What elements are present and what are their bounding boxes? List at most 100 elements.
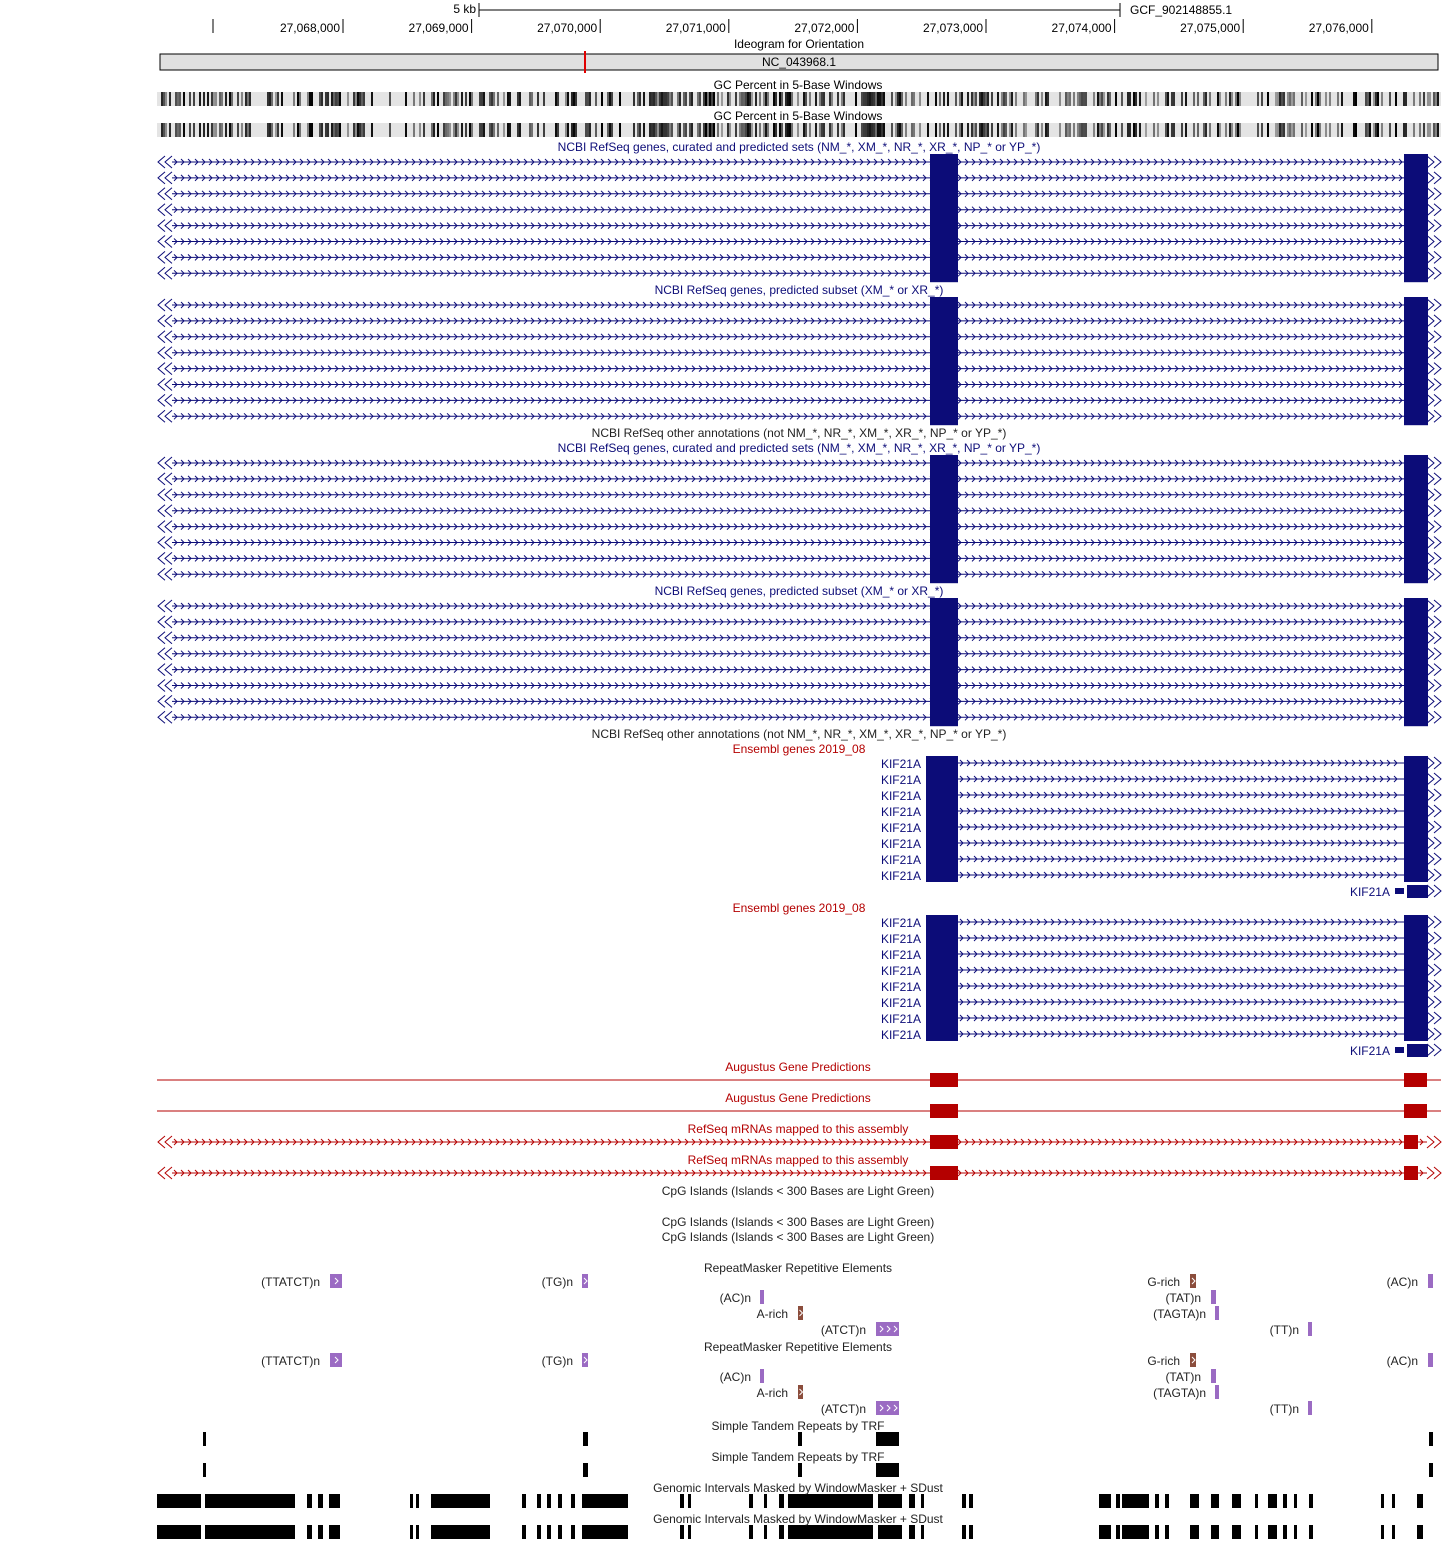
ensembl-transcript[interactable]: KIF21A	[881, 772, 1442, 787]
gene-transcript[interactable]	[157, 409, 1442, 423]
gene-label[interactable]: KIF21A	[881, 980, 921, 994]
gene-label[interactable]: KIF21A	[881, 1012, 921, 1026]
repeatmasker-track[interactable]: (TTATCT)n (TG)n (AC)n A-rich (ATCT)n G-rich (T…	[261, 1274, 1433, 1337]
repeat-element[interactable]: (AC)n	[1387, 1274, 1433, 1289]
refseq-curated-track-2[interactable]	[157, 455, 1442, 584]
gene-transcript[interactable]	[157, 567, 1442, 581]
gene-label[interactable]: KIF21A	[881, 837, 921, 851]
ensembl-transcript[interactable]: KIF21A	[881, 915, 1442, 930]
refseq-mrna-track[interactable]	[157, 1135, 1442, 1149]
augustus-track[interactable]: Augustus Gene Predictions	[157, 1060, 1441, 1087]
ensembl-transcript[interactable]: KIF21A	[881, 947, 1442, 962]
ensembl-transcript[interactable]: KIF21A	[881, 995, 1442, 1010]
gene-transcript[interactable]	[157, 266, 1442, 280]
ensembl-transcript[interactable]: KIF21A	[881, 1011, 1442, 1026]
gene-transcript[interactable]	[157, 520, 1442, 533]
gene-transcript[interactable]	[157, 251, 1442, 264]
ensembl-transcript[interactable]: KIF21A	[881, 836, 1442, 851]
trf-track-2[interactable]	[203, 1463, 1433, 1477]
gene-transcript[interactable]	[157, 647, 1442, 661]
repeat-element[interactable]: (TG)n	[542, 1353, 588, 1368]
gene-transcript[interactable]	[157, 171, 1442, 185]
repeat-element[interactable]: (AC)n	[720, 1369, 764, 1384]
ideogram-track[interactable]: Ideogram for Orientation NC_043968.1	[159, 37, 1439, 73]
gene-transcript[interactable]	[157, 394, 1442, 407]
gene-label[interactable]: KIF21A	[881, 1028, 921, 1042]
ensembl-transcript[interactable]: KIF21A	[1350, 884, 1442, 899]
gene-label[interactable]: KIF21A	[1350, 885, 1390, 899]
repeat-element[interactable]: (TTATCT)n	[261, 1274, 342, 1289]
ensembl-transcript[interactable]: KIF21A	[881, 979, 1442, 994]
ensembl-transcript[interactable]: KIF21A	[881, 931, 1442, 946]
gene-transcript[interactable]	[157, 187, 1442, 201]
repeat-element[interactable]: G-rich	[1147, 1274, 1196, 1289]
repeat-element[interactable]: A-rich	[757, 1385, 804, 1400]
gene-label[interactable]: KIF21A	[881, 853, 921, 867]
gene-transcript[interactable]	[157, 298, 1442, 312]
gene-transcript[interactable]	[157, 472, 1442, 486]
ensembl-transcript[interactable]: KIF21A	[881, 1027, 1442, 1042]
gene-transcript[interactable]	[157, 314, 1442, 328]
gene-transcript[interactable]	[157, 536, 1442, 549]
gene-transcript[interactable]	[157, 235, 1442, 248]
repeat-element[interactable]: (TT)n	[1270, 1401, 1312, 1416]
gene-transcript[interactable]	[157, 615, 1442, 629]
gene-label[interactable]: KIF21A	[881, 805, 921, 819]
gene-transcript[interactable]	[157, 219, 1442, 232]
repeat-element[interactable]: (TTATCT)n	[261, 1353, 342, 1368]
refseq-mrna-track-2[interactable]	[157, 1166, 1442, 1180]
ensembl-transcript[interactable]: KIF21A	[881, 868, 1442, 883]
gene-transcript[interactable]	[157, 155, 1442, 169]
gene-label[interactable]: KIF21A	[881, 773, 921, 787]
gene-label[interactable]: KIF21A	[881, 869, 921, 883]
repeat-element[interactable]: (TAT)n	[1165, 1290, 1216, 1305]
repeat-element[interactable]: (ATCT)n	[821, 1401, 899, 1416]
gene-transcript[interactable]	[157, 552, 1442, 565]
gene-transcript[interactable]	[157, 330, 1442, 344]
trf-track[interactable]	[203, 1432, 1433, 1446]
repeat-element[interactable]: G-rich	[1147, 1353, 1196, 1368]
augustus-track-2[interactable]: Augustus Gene Predictions	[157, 1091, 1441, 1118]
repeatmasker-track-2[interactable]: (TTATCT)n (TG)n (AC)n A-rich (ATCT)n G-rich (T…	[261, 1353, 1433, 1416]
repeat-element[interactable]: (ATCT)n	[821, 1322, 899, 1337]
gene-label[interactable]: KIF21A	[881, 996, 921, 1010]
gene-transcript[interactable]	[157, 346, 1442, 360]
repeat-element[interactable]: A-rich	[757, 1306, 804, 1321]
gene-label[interactable]: KIF21A	[881, 789, 921, 803]
repeat-element[interactable]: (TT)n	[1270, 1322, 1312, 1337]
windowmasker-track[interactable]	[157, 1494, 1423, 1508]
gc-percent-track-2[interactable]: GC Percent in 5-Base Windows	[157, 109, 1441, 137]
repeat-element[interactable]: (AC)n	[1387, 1353, 1433, 1368]
ensembl-transcript[interactable]: KIF21A	[881, 820, 1442, 835]
gene-transcript[interactable]	[157, 631, 1442, 645]
gc-percent-track-1[interactable]: GC Percent in 5-Base Windows	[157, 78, 1441, 106]
ensembl-track-2[interactable]: KIF21A KIF21A KIF21A KIF21A KIF21A KIF21A KIF2…	[881, 915, 1442, 1058]
gene-label[interactable]: KIF21A	[1350, 1044, 1390, 1058]
gene-transcript[interactable]	[157, 504, 1442, 518]
repeat-element[interactable]: (TAT)n	[1165, 1369, 1216, 1384]
gene-label[interactable]: KIF21A	[881, 932, 921, 946]
windowmasker-track-2[interactable]	[157, 1525, 1423, 1539]
ensembl-track[interactable]: KIF21A KIF21A KIF21A KIF21A KIF21A KIF21A KIF2…	[881, 756, 1442, 899]
gene-label[interactable]: KIF21A	[881, 948, 921, 962]
refseq-curated-track[interactable]	[157, 154, 1442, 283]
gene-label[interactable]: KIF21A	[881, 757, 921, 771]
gene-transcript[interactable]	[157, 695, 1442, 708]
gene-transcript[interactable]	[157, 378, 1442, 391]
refseq-predicted-track-2[interactable]	[157, 598, 1442, 727]
gene-transcript[interactable]	[157, 710, 1442, 724]
repeat-element[interactable]: (TG)n	[542, 1274, 588, 1289]
ensembl-transcript[interactable]: KIF21A	[881, 756, 1442, 771]
gene-label[interactable]: KIF21A	[881, 821, 921, 835]
gene-label[interactable]: KIF21A	[881, 964, 921, 978]
gene-transcript[interactable]	[157, 456, 1442, 470]
gene-transcript[interactable]	[157, 362, 1442, 375]
ensembl-transcript[interactable]: KIF21A	[881, 963, 1442, 978]
gene-transcript[interactable]	[157, 203, 1442, 217]
repeat-element[interactable]: (TAGTA)n	[1153, 1385, 1219, 1400]
ensembl-transcript[interactable]: KIF21A	[881, 852, 1442, 867]
repeat-element[interactable]: (TAGTA)n	[1153, 1306, 1219, 1321]
base-position-ruler[interactable]: 5 kb GCF_902148855.1 27,068,000 27,069,00…	[212, 2, 1373, 35]
gene-label[interactable]: KIF21A	[881, 916, 921, 930]
ensembl-transcript[interactable]: KIF21A	[881, 804, 1442, 819]
